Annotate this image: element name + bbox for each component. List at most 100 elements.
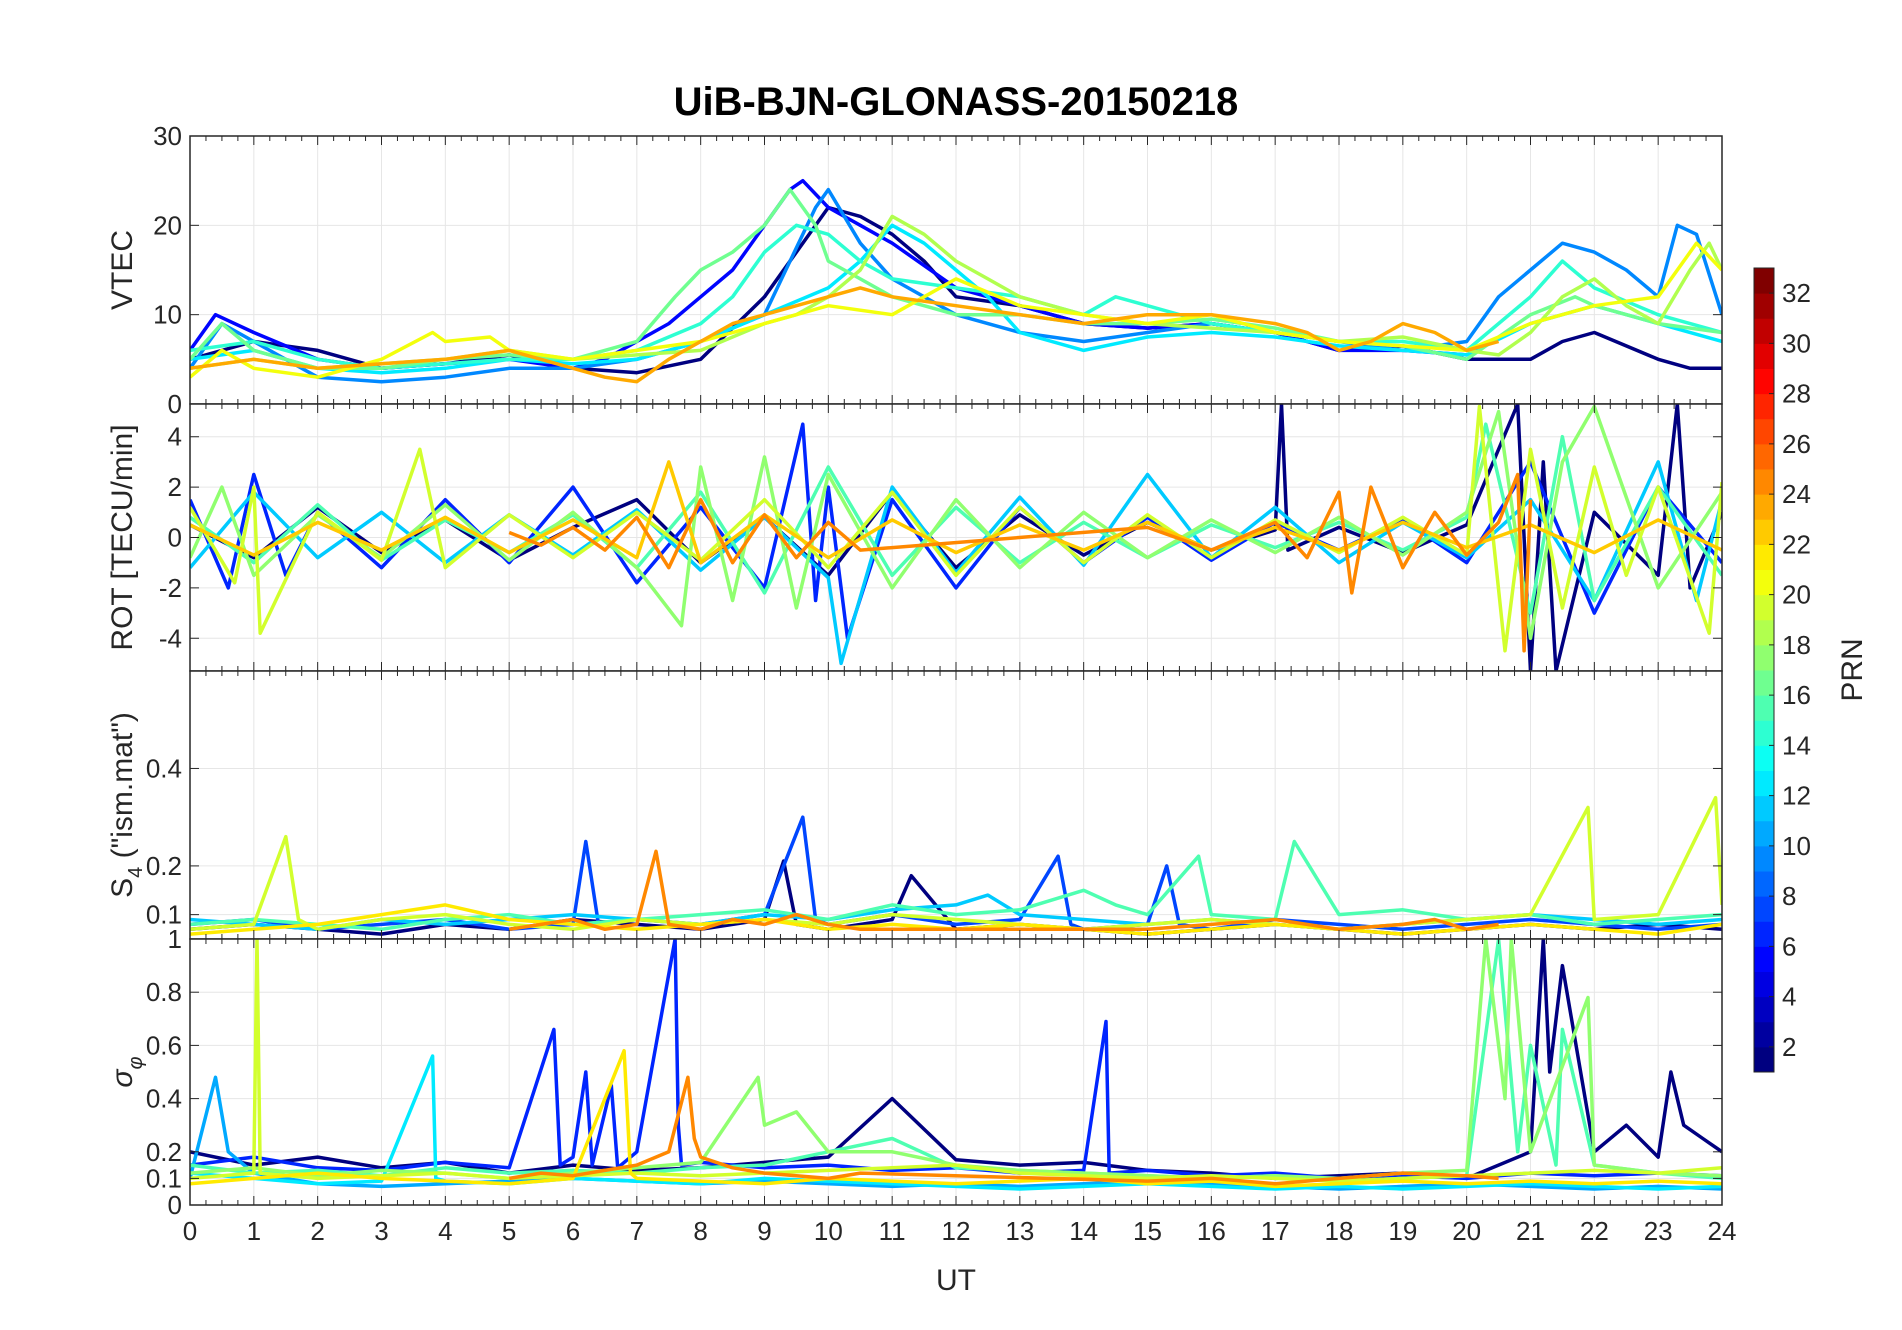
colorbar-tick-label: 2 [1782, 1032, 1796, 1062]
colorbar-segment [1754, 946, 1774, 972]
x-tick-label: 5 [502, 1216, 516, 1246]
vtec-ylabel: VTEC [106, 230, 139, 310]
x-tick-label: 18 [1325, 1216, 1354, 1246]
rot-series-prn-17 [190, 404, 1722, 641]
sigma-ylabel: σφ [106, 1056, 147, 1087]
colorbar-tick-label: 16 [1782, 680, 1811, 710]
x-tick-label: 3 [374, 1216, 388, 1246]
x-tick-label: 20 [1452, 1216, 1481, 1246]
s4-ytick-label: 0.2 [146, 851, 182, 881]
colorbar-tick-label: 14 [1782, 730, 1811, 760]
colorbar-segment [1754, 921, 1774, 947]
sigma-ytick-label: 0.8 [146, 977, 182, 1007]
s4-series-prn-24 [508, 849, 1499, 932]
x-tick-label: 6 [566, 1216, 580, 1246]
colorbar-segment [1754, 971, 1774, 998]
colorbar-segment [1754, 644, 1774, 671]
colorbar-label: PRN [1836, 638, 1869, 701]
sigma-ytick-label: 0.2 [146, 1137, 182, 1167]
colorbar-tick-label: 12 [1782, 781, 1811, 811]
colorbar-segment [1754, 268, 1774, 294]
colorbar-segment [1754, 343, 1774, 369]
sigma-ytick-label: 0.4 [146, 1084, 182, 1114]
rot-ylabel: ROT [TECU/min] [106, 424, 139, 650]
colorbar-tick-label: 26 [1782, 429, 1811, 459]
s4-ytick-label: 0.1 [146, 900, 182, 930]
colorbar-segment [1754, 519, 1774, 545]
x-tick-label: 15 [1133, 1216, 1162, 1246]
colorbar-tick-label: 20 [1782, 580, 1811, 610]
colorbar-tick-label: 6 [1782, 931, 1796, 961]
x-tick-label: 19 [1388, 1216, 1417, 1246]
colorbar-segment [1754, 1021, 1774, 1048]
vtec-series-prn-14 [190, 223, 1722, 371]
colorbar-segment [1754, 670, 1774, 696]
colorbar-tick-label: 22 [1782, 529, 1811, 559]
x-tick-label: 10 [814, 1216, 843, 1246]
colorbar-segment [1754, 569, 1774, 596]
colorbar-segment [1754, 443, 1774, 470]
x-axis-label: UT [936, 1264, 976, 1297]
x-tick-label: 13 [1005, 1216, 1034, 1246]
colorbar-segment [1754, 1046, 1774, 1073]
rot-ytick-label: 4 [168, 422, 182, 452]
rot-ytick-label: 0 [168, 523, 182, 553]
vtec-series-prn-23 [190, 286, 1500, 384]
rot-series-prn-19 [190, 404, 1722, 653]
colorbar-segment [1754, 770, 1774, 797]
vtec-series-group [190, 178, 1722, 384]
x-tick-label: 16 [1197, 1216, 1226, 1246]
s4-series-prn-19 [190, 795, 1722, 932]
panel-s4: 0.1 0.2 0.4S4 ("ism.mat") [106, 670, 1723, 940]
x-tick-label: 12 [942, 1216, 971, 1246]
colorbar-segment [1754, 494, 1774, 520]
colorbar-segment [1754, 469, 1774, 495]
x-tick-label: 1 [247, 1216, 261, 1246]
vtec-ytick-label: 0 [168, 389, 182, 419]
colorbar-segment [1754, 745, 1774, 771]
x-tick-label: 7 [630, 1216, 644, 1246]
sigma-series-prn-19 [190, 939, 1722, 1183]
colorbar-segment [1754, 293, 1774, 319]
colorbar-frame [1753, 267, 1775, 1073]
sigma-series-group [190, 939, 1722, 1191]
colorbar-tick-label: 4 [1782, 982, 1796, 1012]
colorbar-segment [1754, 619, 1774, 646]
colorbar-segment [1754, 795, 1774, 822]
rot-series-group [190, 404, 1722, 671]
colorbar-tick-label: 10 [1782, 831, 1811, 861]
x-tick-label: 0 [183, 1216, 197, 1246]
s4-series-group [190, 795, 1722, 936]
vtec-ytick-label: 20 [153, 210, 182, 240]
sigma-ytick-label: 1 [168, 924, 182, 954]
s4-series-prn-15 [190, 839, 1722, 932]
colorbar-segment [1754, 720, 1774, 746]
vtec-ytick-label: 10 [153, 300, 182, 330]
rot-ytick-label: -2 [159, 573, 182, 603]
colorbar-segment [1754, 318, 1774, 344]
x-tick-label: 4 [438, 1216, 452, 1246]
sigma-series-prn-24 [508, 1075, 1499, 1186]
x-tick-label: 14 [1069, 1216, 1098, 1246]
colorbar-tick-label: 24 [1782, 479, 1811, 509]
x-tick-label: 17 [1261, 1216, 1290, 1246]
sigma-series-prn-21 [190, 1048, 1722, 1189]
x-tick-label: 23 [1644, 1216, 1673, 1246]
colorbar-segment [1754, 820, 1774, 847]
panel-vtec: 0 10 20 30 VTEC [106, 121, 1723, 419]
rot-ytick-label: -4 [159, 623, 182, 653]
chart-title: UiB-BJN-GLONASS-20150218 [674, 80, 1239, 124]
sigma-series-prn-10 [190, 1075, 1722, 1191]
x-tick-label: 22 [1580, 1216, 1609, 1246]
rot-series-prn-24 [508, 472, 1533, 653]
panel-sigma: 00.10.2 0.4 0.6 0.8 1 σφ [106, 924, 1723, 1220]
colorbar-segment [1754, 845, 1774, 872]
panel-rot: -4 -2 0 2 4 ROT [TECU/min] [106, 403, 1723, 672]
colorbar-tick-label: 8 [1782, 881, 1796, 911]
colorbar-segment [1754, 896, 1774, 922]
colorbar-segment [1754, 393, 1774, 420]
colorbar-tick-label: 28 [1782, 379, 1811, 409]
sigma-ytick-label: 0.6 [146, 1030, 182, 1060]
